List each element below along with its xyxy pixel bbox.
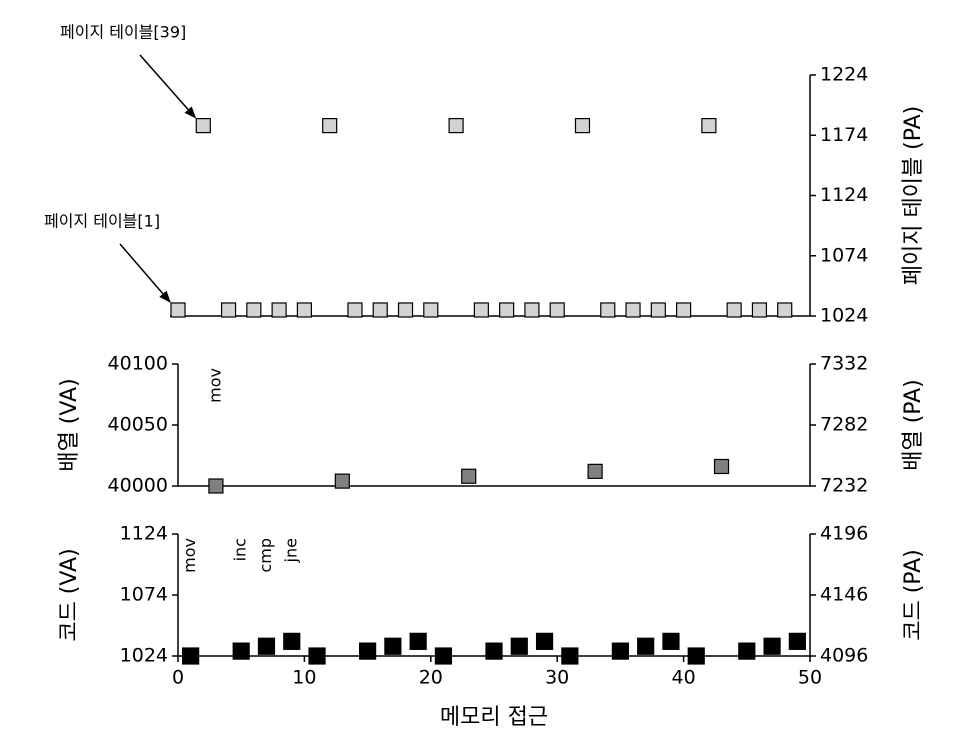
instruction-label: jne (281, 538, 300, 563)
y2-tick-label: 1024 (820, 305, 868, 327)
point (220, 302, 237, 318)
x-axis-label: 메모리 접근 (440, 705, 548, 730)
point (561, 647, 579, 665)
point (574, 118, 591, 134)
point (485, 642, 503, 660)
y-axis-label: 코드 (VA) (57, 548, 82, 641)
y-tick-label: 1124 (120, 523, 168, 545)
point (283, 632, 301, 650)
point (549, 302, 565, 318)
point (701, 118, 717, 134)
point (334, 473, 350, 489)
annotation-arrow (139, 54, 197, 119)
instruction-label: cmp (256, 538, 275, 573)
instruction-label: inc (231, 538, 250, 561)
point (409, 632, 427, 650)
y-tick-label: 1074 (120, 584, 168, 606)
point (535, 632, 554, 650)
y2-tick-label: 7332 (820, 353, 868, 375)
point (308, 647, 326, 665)
x-tick-label: 10 (292, 667, 316, 689)
point (763, 637, 781, 655)
point (473, 302, 489, 318)
y2-tick-label: 7232 (820, 475, 868, 497)
point (625, 302, 641, 318)
point (423, 302, 439, 318)
y-tick-label: 40100 (108, 353, 168, 375)
point (675, 302, 692, 318)
point (232, 642, 250, 660)
y2-tick-label: 1224 (820, 64, 868, 86)
point (372, 302, 388, 318)
y2-tick-label: 4146 (820, 584, 868, 606)
point (600, 302, 616, 318)
y-tick-label: 1024 (120, 645, 168, 667)
instruction-label: mov (180, 538, 199, 573)
point (662, 632, 680, 650)
y2-tick-label: 1174 (820, 124, 868, 146)
point (738, 642, 756, 660)
y2-tick-label: 4096 (820, 645, 868, 667)
y2-tick-label: 1074 (820, 244, 868, 266)
x-tick-label: 0 (172, 667, 184, 689)
y2-tick-label: 1124 (820, 184, 868, 206)
point (359, 642, 377, 660)
y-tick-label: 40050 (108, 414, 168, 436)
point (499, 302, 515, 318)
point (397, 302, 414, 318)
point (195, 118, 211, 134)
point (257, 637, 276, 655)
point (751, 302, 768, 318)
point (182, 647, 200, 665)
x-tick-label: 30 (545, 667, 569, 689)
point (510, 637, 528, 655)
point (524, 302, 540, 318)
annotation: 페이지 테이블[1] (44, 212, 160, 231)
point (170, 302, 186, 318)
point (650, 302, 666, 318)
x-tick-label: 50 (798, 667, 822, 689)
point (434, 647, 453, 665)
point (687, 647, 705, 665)
point (384, 637, 402, 655)
point (271, 302, 287, 318)
y2-axis-label: 페이지 테이블 (PA) (901, 106, 926, 286)
y2-axis-label: 배열 (PA) (901, 379, 926, 471)
annotation: 페이지 테이블[39] (60, 23, 186, 42)
point (347, 302, 363, 318)
y2-tick-label: 7282 (820, 414, 868, 436)
point (777, 302, 793, 318)
point (461, 468, 477, 484)
point (296, 302, 312, 318)
y-tick-label: 40000 (108, 475, 168, 497)
point (637, 637, 655, 655)
point (448, 118, 464, 134)
point (208, 478, 224, 494)
point (726, 302, 742, 318)
point (246, 302, 262, 318)
x-tick-label: 20 (419, 667, 443, 689)
x-tick-label: 40 (672, 667, 696, 689)
y-axis-label: 배열 (VA) (57, 378, 82, 471)
instruction-label: mov (205, 368, 224, 403)
y2-axis-label: 코드 (PA) (901, 549, 926, 641)
annotation-arrow (119, 243, 171, 303)
point (788, 632, 806, 650)
point (611, 642, 630, 660)
point (587, 463, 603, 479)
point (322, 118, 338, 134)
point (713, 458, 730, 475)
y2-tick-label: 4196 (820, 523, 868, 545)
